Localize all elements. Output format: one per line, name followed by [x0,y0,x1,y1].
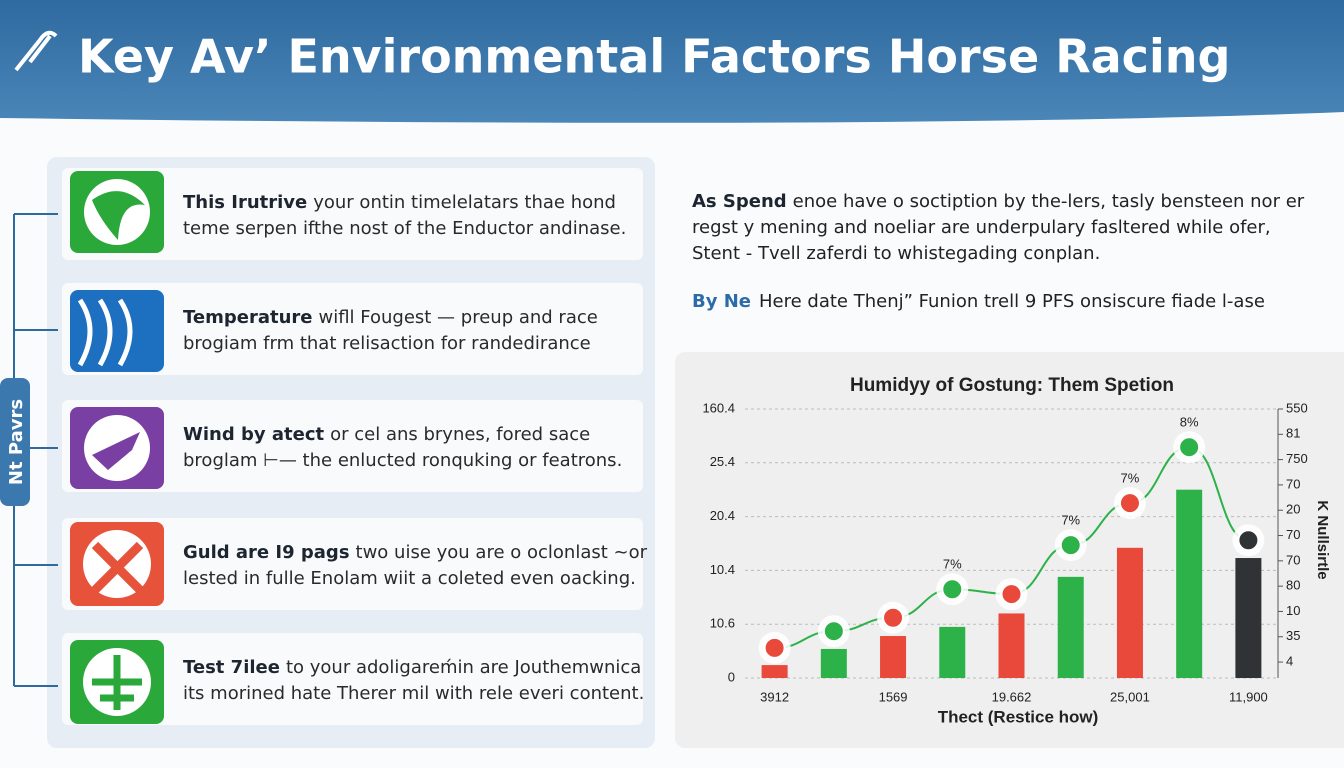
byline: By Ne Here date Thenj” Funion trell 9 PFS… [692,291,1265,312]
item-line: its morined hate Therer mil with rele ev… [183,683,644,704]
item-lead: Test 7ilee [183,657,280,678]
intro-text: enoe have o soctiption by the-lers, tasl… [793,191,1305,212]
intro-lead: As Spend [692,191,787,212]
y-tick-label: 160.4 [702,400,735,415]
item-card [62,518,643,610]
bar [820,648,847,678]
y2-tick-label: 35 [1286,628,1300,643]
marker [822,620,845,643]
bar [998,613,1025,678]
item-text: or cel ans brynes, fored sace [330,424,590,445]
y2-tick-label: 70 [1286,527,1300,542]
marker [882,606,905,629]
item-card [62,283,643,375]
side-label: Nt Pavrs [6,399,27,485]
item-lead: Guld are I9 pags [183,542,350,563]
bar [1235,558,1262,678]
y-tick-label: 25.4 [710,454,735,469]
item-lead: Temperature [183,307,312,328]
y2-tick-label: 10 [1286,603,1300,618]
marker [1118,492,1141,515]
intro-line: Stent - Tvell zaferdi to whistegading co… [692,243,1100,264]
item-text: two uise you are o oclonlast ~or [356,542,648,563]
y2-tick-label: 81 [1286,426,1300,441]
marker [763,636,786,659]
item-text: your ontin timelelatars thae hond [313,192,616,213]
item-line: brogiam frm that relisaction for randedi… [183,333,591,354]
x-tick-label: 3912 [760,689,789,704]
item-lead: Wind by atect [183,424,325,445]
intro-line: regst y mening and noeliar are underpula… [692,217,1271,238]
y-tick-label: 10.6 [710,616,735,631]
marker [1059,534,1082,557]
item-line: teme serpen ifthe nost of the Enductor a… [183,218,626,239]
page-title: Key Avʼ Environmental Factors Horse Raci… [78,30,1230,84]
y-tick-label: 20.4 [710,508,735,523]
marker [941,578,964,601]
item-lead: This Irutrive [183,192,307,213]
item-line: Wind by atect or cel ans brynes, fored sa… [183,424,590,445]
y2-tick-label: 550 [1286,400,1308,415]
byline-lead: By Ne [692,291,751,312]
bar [1057,576,1084,678]
item-card [62,633,643,725]
x-tick-label: 1569 [879,689,908,704]
y2-tick-label: 20 [1286,502,1300,517]
item-line: Test 7ilee to your adoligareḿin are Jouth… [183,657,641,678]
header-bar [0,0,1344,123]
header-icon [14,30,58,72]
marker [1178,436,1201,459]
item-line: broglam ⊢— the enlucted ronquking or fea… [183,450,622,471]
y2-tick-label: 70 [1286,552,1300,567]
bar [880,636,907,678]
bar [1176,489,1203,678]
item-line: lested in fulle Enolam wiit a coleted ev… [183,568,636,589]
y2-tick-label: 4 [1286,653,1293,668]
item-line: Guld are I9 pags two uise you are o oclon… [183,542,648,563]
item-card [62,400,643,492]
y2-axis-title: K Nullsirtle [1314,500,1331,579]
item-line: This Irutrive your ontin timelelatars tha… [183,192,616,213]
y2-tick-label: 750 [1286,451,1308,466]
intro-line: As Spend enoe have o soctiption by the-le… [692,191,1305,212]
x-tick-label: 25,001 [1110,689,1150,704]
x-tick-label: 11,900 [1229,689,1268,704]
x-axis-title: Thect (Restice how) [938,707,1099,726]
marker [1237,529,1260,552]
point-label: 7% [943,557,962,572]
y2-tick-label: 80 [1286,578,1300,593]
y-tick-label: 0 [728,669,735,684]
chart-title: Humidyy of Gostung: Them Spetion [850,375,1174,396]
bar [939,626,966,678]
item-card [62,168,643,260]
y-tick-label: 10.4 [710,562,735,577]
side-pill [0,378,30,506]
byline-text: Here date Thenj” Funion trell 9 PFS onsi… [759,291,1265,312]
icons [70,171,164,724]
bar [761,665,788,678]
y2-tick-label: 70 [1286,476,1300,491]
x-tick-label: 19.662 [992,689,1032,704]
point-label: 7% [1121,471,1140,486]
marker [1000,583,1023,606]
point-label: 8% [1180,415,1199,430]
item-text: wifll Fougest — preup and race [318,307,597,328]
item-text: to your adoligareḿin are Jouthemwnica [286,657,641,678]
point-label: 7% [1061,513,1080,528]
bar [1116,547,1143,678]
item-line: Temperature wifll Fougest — preup and rac… [183,307,598,328]
